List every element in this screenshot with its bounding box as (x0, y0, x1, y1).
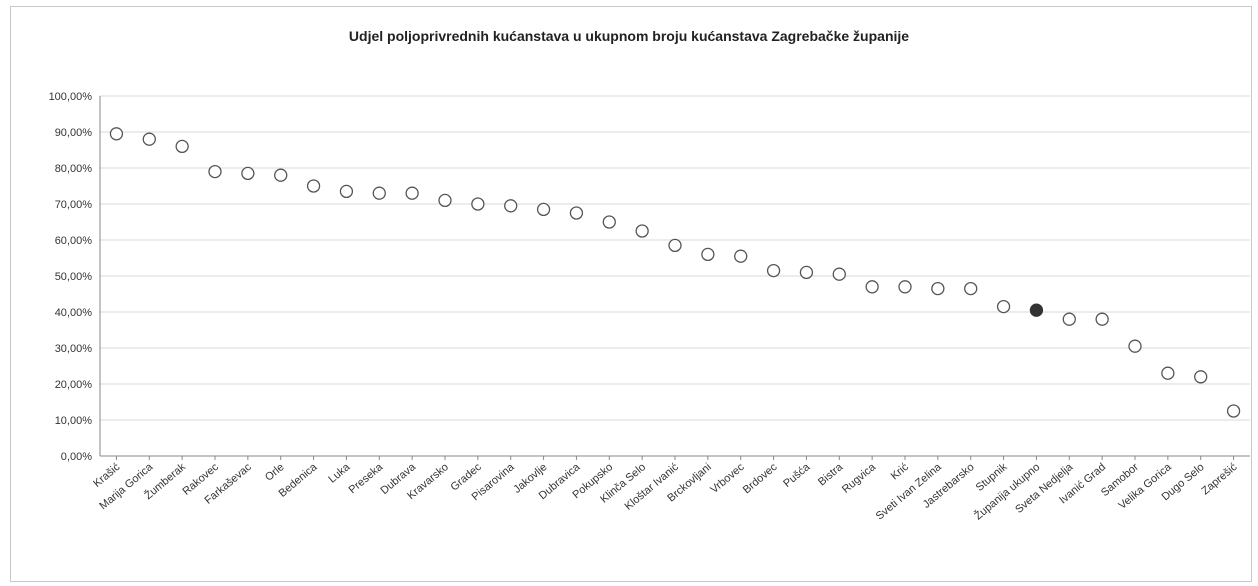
data-point (1062, 312, 1076, 326)
data-point (1161, 366, 1175, 380)
data-point (832, 267, 846, 281)
chart-title: Udjel poljoprivrednih kućanstava u ukupn… (348, 28, 910, 44)
data-point (569, 206, 584, 220)
data-point (372, 186, 386, 200)
data-point (142, 132, 156, 146)
x-tick-label: Brdovec (741, 461, 780, 496)
data-point (175, 139, 189, 154)
data-point (799, 265, 814, 280)
x-tick-label: Zaprešić (1199, 461, 1239, 498)
data-point (701, 247, 715, 262)
data-point (339, 184, 354, 199)
data-point (306, 179, 321, 193)
data-point (1128, 339, 1142, 353)
highlight-point (1029, 303, 1044, 317)
data-point (109, 127, 124, 141)
x-tick-label: Pušća (781, 461, 813, 490)
data-point (504, 199, 518, 213)
y-tick-label: 30,00% (55, 343, 93, 355)
y-tick-label: 10,00% (55, 415, 93, 427)
data-point (1095, 312, 1109, 326)
data-point (1194, 370, 1208, 384)
data-point (766, 263, 781, 278)
data-point (898, 280, 912, 294)
y-tick-label: 100,00% (49, 91, 93, 103)
data-point (438, 193, 452, 208)
y-tick-label: 20,00% (55, 379, 93, 391)
x-tick-label: Orle (263, 461, 287, 484)
y-tick-label: 80,00% (55, 163, 93, 175)
x-tick-label: Krić (889, 461, 912, 483)
y-tick-label: 60,00% (55, 235, 93, 247)
data-point (931, 281, 945, 296)
y-tick-label: 70,00% (55, 199, 93, 211)
data-point (635, 224, 649, 238)
data-point (865, 280, 879, 294)
y-tick-label: 50,00% (55, 271, 93, 283)
x-tick-label: Luka (326, 461, 353, 486)
data-point (405, 186, 419, 200)
data-point (668, 238, 682, 253)
data-point (241, 166, 255, 181)
data-point (964, 281, 978, 296)
data-point (274, 168, 288, 182)
x-tick-label: Rugvica (840, 461, 879, 496)
x-tick-label: Vrbovec (708, 461, 747, 496)
y-tick-label: 0,00% (61, 451, 92, 463)
x-tick-label: Sveta Nedjelja (1013, 461, 1076, 516)
y-tick-label: 40,00% (55, 307, 93, 319)
data-point (208, 164, 222, 179)
data-point (602, 215, 616, 229)
data-point (471, 197, 485, 211)
chart-frame (10, 6, 1252, 582)
data-point (996, 299, 1011, 314)
data-point (536, 202, 551, 217)
data-point (734, 249, 748, 263)
y-tick-label: 90,00% (55, 127, 93, 139)
data-point (1226, 404, 1241, 418)
